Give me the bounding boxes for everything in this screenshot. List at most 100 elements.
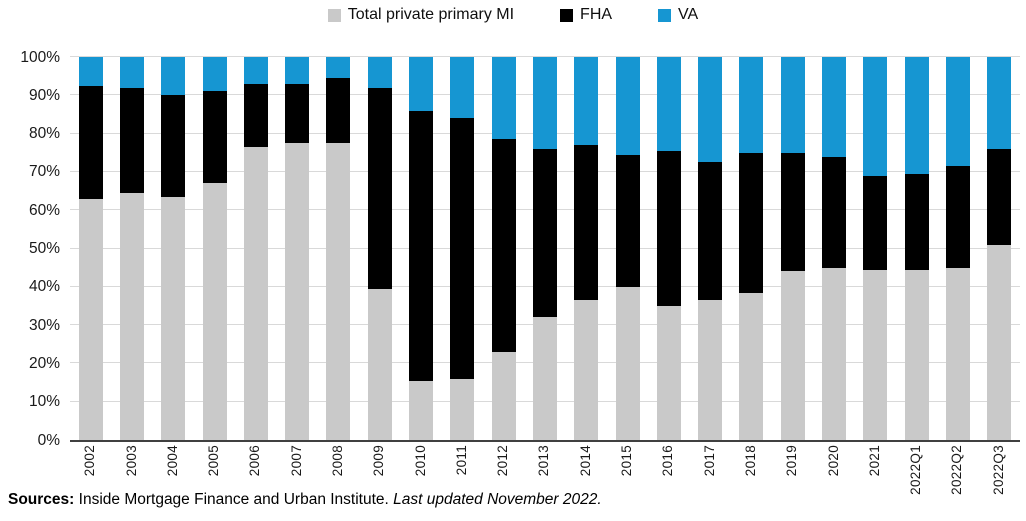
segment-fha-2010 bbox=[409, 110, 434, 381]
bar-2020 bbox=[813, 57, 854, 440]
x-tick-label: 2010 bbox=[412, 445, 428, 477]
segment-va-2005 bbox=[202, 57, 227, 92]
segment-va-2009 bbox=[367, 57, 392, 88]
bar-2014 bbox=[566, 57, 607, 440]
segment-fha-2022Q2 bbox=[945, 166, 970, 268]
bar-2008 bbox=[318, 57, 359, 440]
plot-area: 0% 10% 20% 30% 40% 50% 60% 70% 80% 90% 100% bbox=[20, 49, 1020, 447]
bar-2011 bbox=[442, 57, 483, 440]
segment-fha-2022Q1 bbox=[904, 173, 929, 270]
x-tick-label: 2018 bbox=[742, 445, 758, 477]
x-tick-label: 2019 bbox=[784, 445, 800, 477]
segment-total-private-primary-mi-2012 bbox=[491, 351, 516, 440]
segment-total-private-primary-mi-2006 bbox=[243, 147, 268, 440]
bar-2006 bbox=[235, 57, 276, 440]
bar-2021 bbox=[855, 57, 896, 440]
y-tick-label: 90% bbox=[28, 86, 60, 104]
bar-2017 bbox=[689, 57, 730, 440]
segment-va-2002 bbox=[78, 57, 103, 86]
sources-label: Sources: bbox=[8, 491, 75, 508]
legend-label-va: VA bbox=[678, 6, 699, 23]
x-tick-label: 2012 bbox=[495, 445, 511, 477]
segment-total-private-primary-mi-2008 bbox=[326, 143, 351, 440]
segment-fha-2012 bbox=[491, 139, 516, 352]
segment-total-private-primary-mi-2003 bbox=[119, 192, 144, 440]
bar-2010 bbox=[400, 57, 441, 440]
segment-fha-2002 bbox=[78, 85, 103, 199]
segment-va-2012 bbox=[491, 57, 516, 140]
x-tick-label: 2022Q2 bbox=[949, 445, 965, 495]
source-note: Sources: Inside Mortgage Finance and Urb… bbox=[8, 491, 602, 509]
y-tick-label: 10% bbox=[28, 392, 60, 410]
segment-total-private-primary-mi-2013 bbox=[532, 317, 557, 440]
bar-2002 bbox=[70, 57, 111, 440]
x-tick-label: 2004 bbox=[164, 445, 180, 477]
segment-fha-2022Q3 bbox=[987, 148, 1012, 245]
chart-legend: Total private primary MI FHA VA bbox=[0, 6, 1026, 24]
segment-total-private-primary-mi-2022Q3 bbox=[987, 244, 1012, 440]
updated-text: Last updated November 2022. bbox=[393, 491, 602, 508]
bar-2022Q1 bbox=[896, 57, 937, 440]
x-tick-label: 2022Q3 bbox=[990, 445, 1006, 495]
bar-2007 bbox=[276, 57, 317, 440]
segment-va-2007 bbox=[285, 57, 310, 84]
x-tick-2010: 2010 bbox=[400, 445, 441, 476]
bar-2009 bbox=[359, 57, 400, 440]
y-tick-label: 0% bbox=[37, 431, 60, 449]
y-tick-label: 50% bbox=[28, 239, 60, 257]
x-tick-2022Q1: 2022Q1 bbox=[896, 445, 937, 495]
fha-swatch-icon bbox=[560, 8, 574, 22]
segment-fha-2015 bbox=[615, 154, 640, 287]
bar-2005 bbox=[194, 57, 235, 440]
segment-va-2008 bbox=[326, 57, 351, 79]
segment-va-2016 bbox=[656, 57, 681, 151]
x-tick-label: 2021 bbox=[866, 445, 882, 477]
segment-total-private-primary-mi-2002 bbox=[78, 198, 103, 440]
segment-va-2022Q2 bbox=[945, 57, 970, 167]
x-tick-2014: 2014 bbox=[566, 445, 607, 476]
bar-2013 bbox=[524, 57, 565, 440]
segment-total-private-primary-mi-2011 bbox=[450, 378, 475, 440]
x-tick-2022Q2: 2022Q2 bbox=[937, 445, 978, 495]
segment-fha-2007 bbox=[285, 83, 310, 144]
segment-fha-2009 bbox=[367, 87, 392, 289]
segment-fha-2011 bbox=[450, 118, 475, 379]
segment-va-2020 bbox=[821, 57, 846, 157]
y-tick-label: 80% bbox=[28, 124, 60, 142]
x-tick-2012: 2012 bbox=[483, 445, 524, 476]
bar-2004 bbox=[153, 57, 194, 440]
x-tick-2015: 2015 bbox=[607, 445, 648, 476]
segment-fha-2017 bbox=[698, 162, 723, 301]
y-tick-label: 40% bbox=[28, 278, 60, 296]
segment-va-2010 bbox=[409, 57, 434, 111]
x-tick-label: 2009 bbox=[371, 445, 387, 477]
x-tick-label: 2003 bbox=[123, 445, 139, 477]
x-tick-2005: 2005 bbox=[194, 445, 235, 476]
x-tick-2008: 2008 bbox=[318, 445, 359, 476]
segment-fha-2008 bbox=[326, 78, 351, 144]
legend-item-va: VA bbox=[658, 6, 698, 24]
segment-va-2019 bbox=[780, 57, 805, 153]
x-tick-label: 2005 bbox=[206, 445, 222, 477]
legend-label-fha: FHA bbox=[580, 6, 613, 23]
segment-va-2022Q3 bbox=[987, 57, 1012, 149]
x-tick-2022Q3: 2022Q3 bbox=[979, 445, 1020, 495]
x-tick-2003: 2003 bbox=[111, 445, 152, 476]
x-tick-label: 2007 bbox=[288, 445, 304, 477]
y-tick-label: 20% bbox=[28, 354, 60, 372]
segment-total-private-primary-mi-2020 bbox=[821, 267, 846, 440]
segment-fha-2003 bbox=[119, 87, 144, 193]
x-axis: 2002 2003 2004 2005 2006 2007 2008 2009 2010 2011… bbox=[70, 445, 1020, 495]
segment-total-private-primary-mi-2022Q1 bbox=[904, 269, 929, 440]
x-tick-2017: 2017 bbox=[689, 445, 730, 476]
segment-va-2013 bbox=[532, 57, 557, 149]
segment-va-2021 bbox=[863, 57, 888, 176]
bar-2015 bbox=[607, 57, 648, 440]
segment-fha-2005 bbox=[202, 91, 227, 184]
x-tick-label: 2017 bbox=[701, 445, 717, 477]
segment-va-2004 bbox=[161, 57, 186, 96]
x-tick-label: 2020 bbox=[825, 445, 841, 477]
segment-fha-2004 bbox=[161, 95, 186, 197]
segment-va-2003 bbox=[119, 57, 144, 88]
segment-total-private-primary-mi-2007 bbox=[285, 143, 310, 440]
